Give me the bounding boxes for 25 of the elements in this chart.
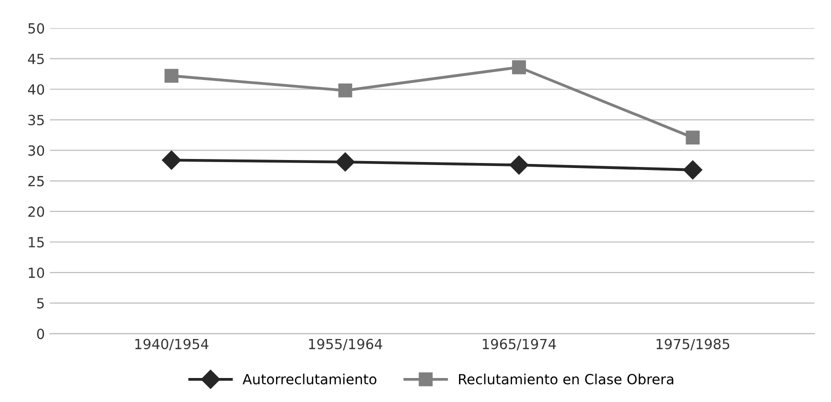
point <box>162 150 182 170</box>
y-tick-label: 45 <box>28 54 44 64</box>
y-tick-label: 25 <box>28 176 44 186</box>
y-tick-label: 20 <box>28 206 44 217</box>
point <box>509 155 529 175</box>
y-tick-label: 50 <box>28 23 44 34</box>
x-tick-label: 1975/1985 <box>656 338 730 350</box>
point <box>164 68 178 83</box>
x-tick-label: 1965/1974 <box>482 338 556 350</box>
x-tick-label: 1940/1954 <box>135 338 208 350</box>
y-tick-label: 10 <box>28 268 44 278</box>
legend-label: Autorreclutamiento <box>242 374 376 384</box>
point <box>336 152 355 172</box>
point <box>686 130 700 144</box>
point <box>338 84 352 98</box>
legend-label: Reclutamiento en Clase Obrera <box>459 374 674 384</box>
y-tick-label: 15 <box>28 237 44 248</box>
y-tick-label: 5 <box>37 298 44 309</box>
y-tick-label: 35 <box>28 114 44 126</box>
y-tick-label: 0 <box>37 328 44 340</box>
point <box>683 160 702 180</box>
x-tick-label: 1955/1964 <box>309 338 382 350</box>
y-tick-label: 30 <box>28 145 44 156</box>
point <box>512 60 526 74</box>
y-tick-label: 40 <box>28 84 44 95</box>
